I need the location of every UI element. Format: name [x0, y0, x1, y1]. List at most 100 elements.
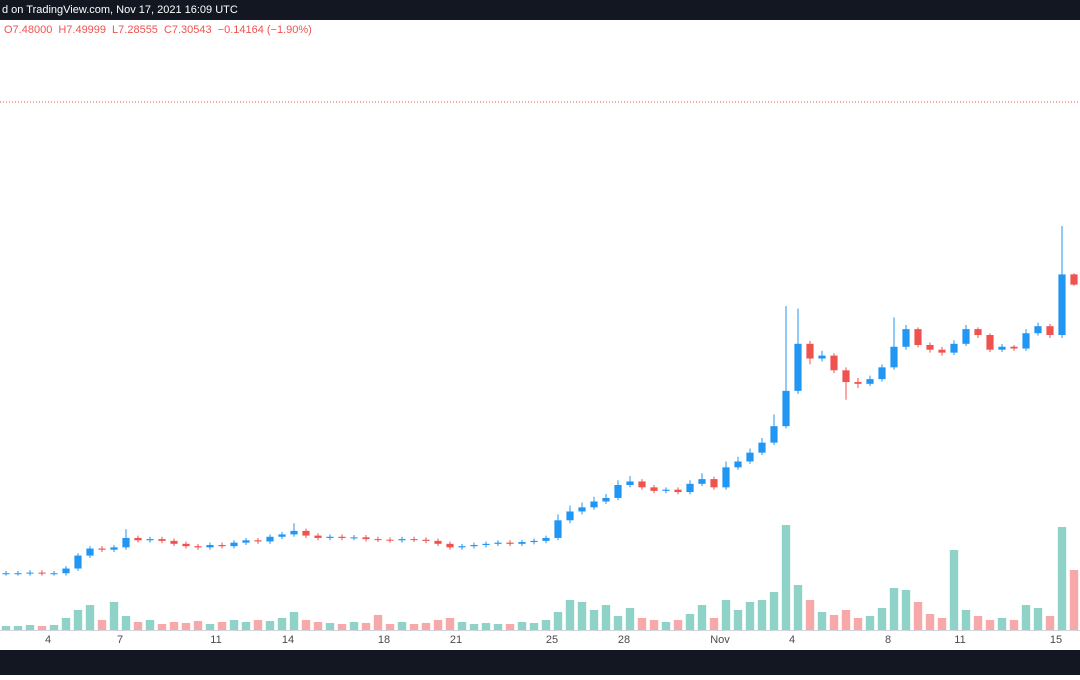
- candle-body: [1034, 326, 1042, 334]
- volume-bar: [109, 602, 119, 630]
- x-tick-label: 7: [117, 634, 123, 646]
- candle-body: [890, 346, 898, 368]
- candle-body: [182, 543, 190, 547]
- candle-body: [530, 540, 538, 543]
- candle-body: [218, 545, 226, 547]
- candle-body: [38, 572, 46, 574]
- volume-bar: [517, 622, 527, 630]
- volume-bar: [649, 620, 659, 630]
- candle-body: [362, 537, 370, 540]
- candle-body: [974, 329, 982, 335]
- x-tick-label: 8: [885, 634, 891, 646]
- candle-body: [434, 540, 442, 544]
- ohlc-value: C7.30543: [164, 24, 212, 36]
- candle-body: [482, 543, 490, 545]
- volume-bar: [289, 612, 299, 630]
- header-bar: [0, 0, 1080, 20]
- volume-bar: [493, 624, 503, 630]
- volume-bar: [817, 612, 827, 630]
- volume-bar: [229, 620, 239, 630]
- volume-bar: [937, 618, 947, 630]
- candle-body: [494, 542, 502, 544]
- candle-body: [830, 355, 838, 371]
- volume-bar: [445, 618, 455, 630]
- volume-bar: [1009, 620, 1019, 630]
- volume-bar: [457, 622, 467, 630]
- volume-bar: [193, 621, 203, 630]
- volume-bar: [901, 590, 911, 630]
- volume-bar: [37, 626, 47, 630]
- volume-bar: [97, 620, 107, 630]
- volume-bar: [385, 624, 395, 630]
- volume-bar: [1045, 616, 1055, 630]
- volume-bar: [829, 615, 839, 630]
- volume-bar: [733, 610, 743, 630]
- x-tick-label: 18: [378, 634, 390, 646]
- candle-body: [662, 489, 670, 491]
- candle-body: [134, 537, 142, 541]
- candle-body: [62, 568, 70, 574]
- candle-body: [566, 511, 574, 521]
- volume-bar: [601, 605, 611, 630]
- candle-body: [902, 329, 910, 347]
- volume-bar: [529, 623, 539, 630]
- candle-body: [158, 539, 166, 541]
- candle-body: [914, 329, 922, 345]
- volume-bar: [913, 602, 923, 630]
- footer-bar: [0, 650, 1080, 675]
- volume-bar: [433, 620, 443, 630]
- volume-bar: [745, 602, 755, 630]
- candle-body: [2, 573, 10, 575]
- volume-bar: [721, 600, 731, 630]
- candle-body: [470, 545, 478, 547]
- volume-bar: [805, 600, 815, 630]
- header-text: d on TradingView.com, Nov 17, 2021 16:09…: [2, 4, 238, 16]
- ohlc-value: O7.48000: [4, 24, 52, 36]
- volume-bar: [793, 585, 803, 630]
- x-tick-label: Nov: [710, 634, 730, 646]
- candle-body: [782, 390, 790, 427]
- candle-body: [110, 547, 118, 550]
- volume-bar: [553, 612, 563, 630]
- candle-body: [746, 452, 754, 462]
- volume-bar: [769, 592, 779, 630]
- candle-body: [14, 573, 22, 575]
- volume-bar: [949, 550, 959, 630]
- candle-body: [458, 546, 466, 548]
- volume-bar: [865, 616, 875, 630]
- x-tick-label: 21: [450, 634, 462, 646]
- volume-bar: [181, 623, 191, 630]
- candle-body: [206, 545, 214, 548]
- candle-body: [422, 539, 430, 541]
- candle-body: [446, 543, 454, 548]
- x-tick-label: 28: [618, 634, 630, 646]
- volume-bar: [61, 618, 71, 630]
- volume-bar: [1021, 605, 1031, 630]
- volume-bar: [853, 618, 863, 630]
- candle-body: [734, 461, 742, 468]
- candle-body: [410, 539, 418, 541]
- candle-body: [302, 530, 310, 536]
- candle-body: [254, 540, 262, 542]
- candle-body: [1022, 333, 1030, 349]
- candle-body: [794, 343, 802, 391]
- volume-bar: [481, 623, 491, 630]
- candle-body: [758, 442, 766, 453]
- volume-bar: [373, 615, 383, 630]
- candle-body: [614, 485, 622, 498]
- volume-bar: [217, 622, 227, 630]
- x-tick-label: 14: [282, 634, 294, 646]
- volume-bar: [757, 600, 767, 630]
- volume-bar: [697, 605, 707, 630]
- candle-body: [98, 548, 106, 550]
- volume-bar: [313, 622, 323, 630]
- volume-bar: [1069, 570, 1079, 630]
- candle-body: [50, 573, 58, 575]
- candle-body: [698, 479, 706, 484]
- x-tick-label: 11: [954, 634, 965, 646]
- candle-body: [194, 546, 202, 548]
- x-tick-label: 15: [1050, 634, 1062, 646]
- volume-bar: [625, 608, 635, 630]
